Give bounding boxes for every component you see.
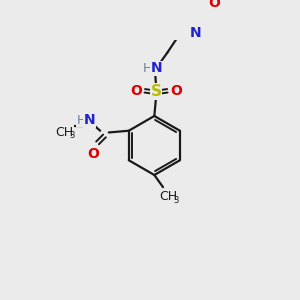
Text: O: O: [208, 0, 220, 10]
Text: 3: 3: [173, 196, 179, 205]
Text: O: O: [87, 147, 99, 161]
Text: N: N: [150, 61, 162, 75]
Text: H: H: [143, 62, 152, 75]
Text: O: O: [170, 84, 182, 98]
Text: 3: 3: [70, 130, 75, 140]
Text: S: S: [151, 84, 162, 99]
Text: CH: CH: [159, 190, 177, 203]
Text: N: N: [84, 113, 95, 127]
Text: CH: CH: [56, 126, 74, 139]
Text: O: O: [130, 84, 142, 98]
Text: N: N: [189, 26, 201, 40]
Text: H: H: [76, 114, 86, 127]
